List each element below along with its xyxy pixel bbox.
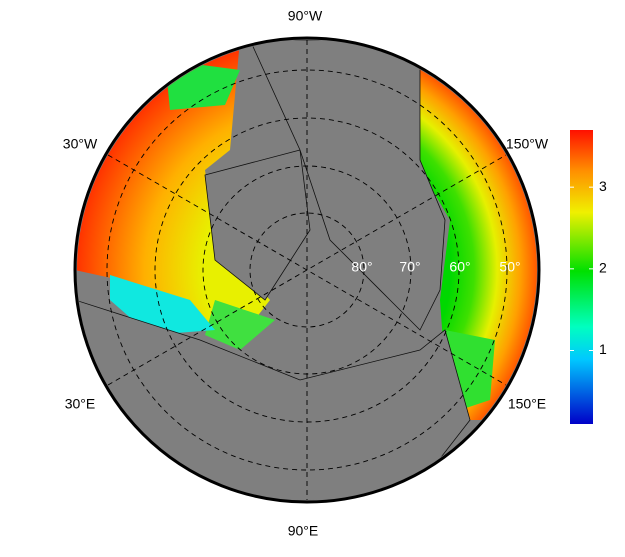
meridian-label: 150°W <box>506 136 549 152</box>
field-barents <box>205 300 275 350</box>
colorbar-tick-label: 3 <box>599 178 607 194</box>
colorbar-tick-label: 1 <box>599 341 607 357</box>
land-greenland <box>204 149 311 301</box>
parallel-label: 80° <box>351 259 372 275</box>
meridian-label: 90°E <box>288 523 319 539</box>
graticule <box>106 40 508 500</box>
colorbar <box>570 130 593 424</box>
land-north-america <box>249 40 446 331</box>
colorbar-tick-label: 2 <box>599 260 607 276</box>
meridian-label: 30°E <box>65 396 96 412</box>
meridian-label: 90°W <box>288 8 323 24</box>
meridian-label: 150°E <box>508 396 546 412</box>
parallel-label: 60° <box>449 259 470 275</box>
parallel-label: 70° <box>399 259 420 275</box>
meridian-label: 30°W <box>63 136 98 152</box>
parallel-label: 50° <box>499 259 520 275</box>
